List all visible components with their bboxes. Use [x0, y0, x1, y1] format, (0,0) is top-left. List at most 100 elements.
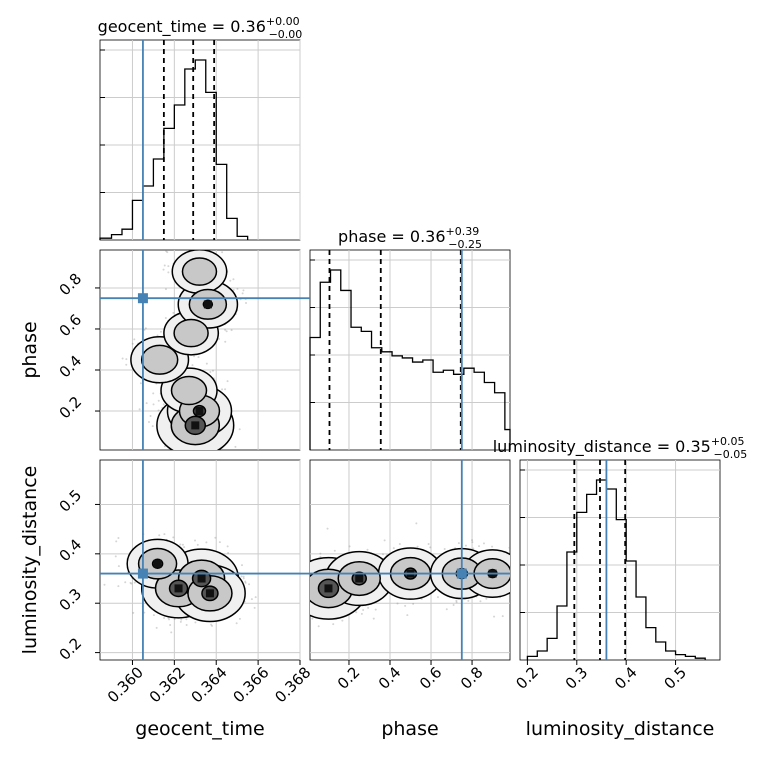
scatter-point — [209, 453, 211, 455]
scatter-point — [482, 542, 485, 545]
hist-frame-luminosity_distance — [519, 459, 721, 661]
scatter-point — [306, 611, 308, 613]
scatter-point — [366, 548, 369, 551]
y-tick-label-luminosity_distance: 0.3 — [56, 585, 86, 615]
x-tick-label-geocent_time: 0.360 — [104, 663, 147, 706]
scatter-point — [307, 590, 309, 592]
density-peak — [324, 584, 333, 593]
scatter-point — [194, 621, 197, 624]
scatter-point — [472, 547, 475, 550]
density-peak — [153, 559, 162, 568]
scatter-point — [455, 599, 458, 602]
scatter-point — [241, 292, 244, 295]
hist-frame-phase — [309, 249, 511, 451]
scatter-point — [197, 356, 200, 359]
scatter-point — [205, 362, 208, 365]
scatter-point — [178, 457, 180, 459]
title-sub: −0.00 — [269, 28, 303, 41]
scatter-point — [103, 583, 106, 586]
scatter-point — [131, 342, 134, 345]
density-peak — [174, 584, 183, 593]
scatter-point — [513, 565, 515, 567]
scatter-point — [221, 251, 224, 254]
scatter-point — [166, 251, 169, 254]
scatter-point — [210, 623, 213, 626]
scatter-point — [149, 415, 152, 418]
y-tick-label-phase: 0.6 — [56, 311, 86, 341]
scatter-point — [227, 552, 230, 555]
histogram-luminosity_distance — [526, 479, 706, 660]
scatter-point — [238, 428, 241, 431]
histogram-geocent_time — [99, 59, 249, 240]
scatter-point — [467, 599, 470, 602]
scatter-point — [232, 288, 235, 291]
contour-mid — [181, 257, 218, 286]
scatter-point — [162, 403, 165, 406]
scatter-point — [189, 450, 191, 452]
x-axis-title-luminosity_distance: luminosity_distance — [526, 718, 715, 740]
scatter-point — [124, 581, 127, 584]
title-sup: +0.05 — [711, 435, 745, 448]
density-peak — [195, 407, 204, 416]
scatter-point — [319, 555, 322, 558]
scatter-point — [240, 564, 243, 567]
scatter-point — [304, 581, 306, 583]
scatter-point — [185, 624, 188, 627]
scatter-point — [224, 388, 227, 391]
density-peak — [205, 589, 214, 598]
scatter-point — [133, 338, 136, 341]
scatter-point — [230, 329, 233, 332]
scatter-point — [240, 575, 243, 578]
scatter-point — [169, 624, 172, 627]
scatter-point — [511, 575, 513, 577]
scatter-point — [242, 289, 245, 292]
scatter-point — [232, 278, 235, 281]
truth-marker — [137, 293, 148, 304]
scatter-point — [158, 534, 161, 537]
scatter-point — [181, 543, 184, 546]
scatter-point — [218, 338, 221, 341]
scatter-point — [372, 617, 375, 620]
scatter-point — [308, 583, 310, 585]
y-tick-label-phase: 0.8 — [56, 270, 86, 300]
scatter-point — [244, 581, 247, 584]
scatter-point — [167, 271, 170, 274]
truth-marker — [456, 568, 467, 579]
scatter-point — [341, 619, 344, 622]
scatter-point — [514, 585, 516, 587]
scatter-point — [412, 602, 415, 605]
scatter-point — [224, 328, 227, 331]
scatter-point — [163, 445, 166, 448]
scatter-point — [508, 549, 510, 552]
scatter-point — [163, 533, 166, 536]
scatter-point — [508, 546, 510, 549]
scatter-point — [205, 541, 208, 544]
scatter-point — [479, 600, 482, 603]
scatter-point — [396, 602, 399, 605]
histogram-phase — [309, 269, 511, 450]
scatter-point — [302, 569, 304, 571]
scatter-point — [242, 577, 245, 580]
panel-title-phase: phase = 0.36+0.39 −0.25 — [338, 225, 482, 251]
scatter-point — [226, 380, 229, 383]
scatter-point — [144, 327, 147, 330]
x-tick-label-geocent_time: 0.368 — [271, 663, 314, 706]
hist-panel-phase: phase = 0.36+0.39 −0.25 — [309, 225, 511, 451]
scatter-point — [238, 617, 241, 620]
scatter-point — [511, 594, 513, 596]
hist-panel-geocent_time: geocent_time = 0.36+0.00 −0.00 — [98, 15, 303, 241]
scatter-point — [180, 618, 183, 621]
scatter-point — [206, 453, 208, 455]
scatter-point — [163, 264, 166, 267]
scatter-point — [196, 543, 199, 546]
scatter-point — [452, 603, 455, 606]
scatter-point — [236, 287, 239, 290]
scatter-point — [398, 542, 401, 545]
scatter-point — [151, 425, 154, 428]
scatter-point — [304, 587, 306, 589]
scatter-point — [307, 579, 309, 581]
scatter-point — [305, 557, 307, 559]
2d-panel-phase-luminosity_distance — [302, 459, 516, 661]
scatter-point — [445, 608, 448, 611]
